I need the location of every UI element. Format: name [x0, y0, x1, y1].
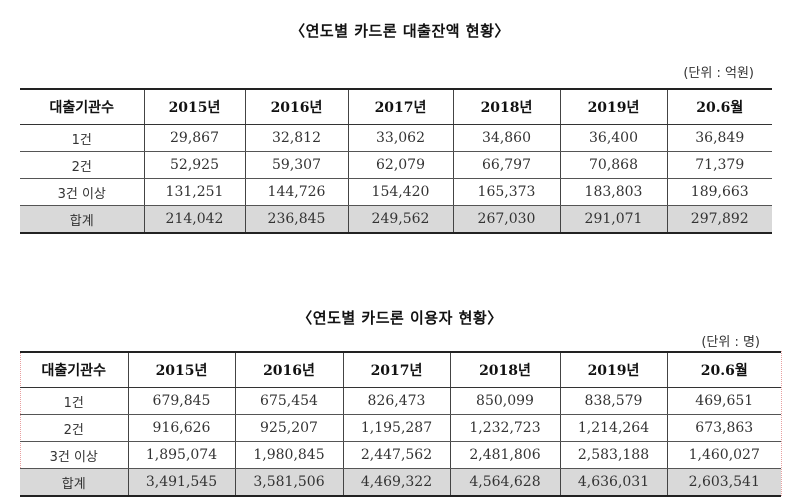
column-header: 대출기관수	[20, 89, 145, 125]
table-cell: 62,079	[347, 151, 454, 179]
total-row: 합계 3,491,545 3,581,506 4,469,322 4,564,6…	[20, 468, 781, 497]
table-cell: 29,867	[143, 124, 246, 152]
column-header: 2019년	[559, 89, 668, 125]
margin-guide-right	[781, 351, 782, 496]
table-cell: 1,195,287	[342, 414, 451, 442]
table-cell: 4,636,031	[559, 468, 668, 497]
table-row: 1건 29,867 32,812 33,062 34,860 36,400 36…	[20, 124, 772, 152]
table-cell: 70,868	[559, 151, 668, 179]
table-cell: 673,863	[666, 414, 781, 442]
table-cell: 4,469,322	[342, 468, 451, 497]
table-cell: 154,420	[347, 178, 454, 206]
table-cell: 2,447,562	[342, 441, 451, 469]
loan-balance-title: 〈연도별 카드론 대출잔액 현황〉	[290, 22, 510, 40]
table-cell: 2,481,806	[449, 441, 561, 469]
users-unit: (단위 : 명)	[701, 335, 760, 350]
table-row: 2건 52,925 59,307 62,079 66,797 70,868 71…	[20, 151, 772, 179]
table-cell: 469,651	[666, 387, 781, 415]
row-label: 3건 이상	[20, 178, 145, 206]
table-cell: 838,579	[559, 387, 668, 415]
table-cell: 1,460,027	[666, 441, 781, 469]
table-cell: 2,603,541	[666, 468, 781, 497]
column-header: 2017년	[342, 352, 451, 388]
table-cell: 1,980,845	[234, 441, 344, 469]
column-header: 20.6월	[666, 352, 781, 388]
table-cell: 52,925	[143, 151, 246, 179]
table-cell: 189,663	[666, 178, 772, 206]
table-cell: 679,845	[127, 387, 236, 415]
loan-balance-unit: (단위 : 억원)	[683, 66, 754, 81]
column-header: 2018년	[449, 352, 561, 388]
column-header: 2018년	[452, 89, 561, 125]
table-cell: 850,099	[449, 387, 561, 415]
table-cell: 291,071	[559, 205, 668, 234]
table-row: 3건 이상 131,251 144,726 154,420 165,373 18…	[20, 178, 772, 206]
table-cell: 3,581,506	[234, 468, 344, 497]
table-cell: 33,062	[347, 124, 454, 152]
column-header: 2015년	[143, 89, 246, 125]
table-cell: 183,803	[559, 178, 668, 206]
table-header-row: 대출기관수 2015년 2016년 2017년 2018년 2019년 20.6…	[20, 352, 781, 388]
table-cell: 165,373	[452, 178, 561, 206]
column-header: 2017년	[347, 89, 454, 125]
loan-balance-table: 대출기관수 2015년 2016년 2017년 2018년 2019년 20.6…	[20, 88, 772, 234]
table-cell: 3,491,545	[127, 468, 236, 497]
row-label: 2건	[20, 151, 145, 179]
table-cell: 4,564,628	[449, 468, 561, 497]
table-cell: 34,860	[452, 124, 561, 152]
column-header: 2016년	[234, 352, 344, 388]
table-cell: 1,895,074	[127, 441, 236, 469]
table-cell: 1,232,723	[449, 414, 561, 442]
table-cell: 144,726	[244, 178, 349, 206]
table-cell: 916,626	[127, 414, 236, 442]
table-row: 2건 916,626 925,207 1,195,287 1,232,723 1…	[20, 414, 781, 442]
row-label: 2건	[20, 414, 129, 442]
row-label: 1건	[20, 387, 129, 415]
table-row: 1건 679,845 675,454 826,473 850,099 838,5…	[20, 387, 781, 415]
table-cell: 925,207	[234, 414, 344, 442]
table-cell: 59,307	[244, 151, 349, 179]
column-header: 2019년	[559, 352, 668, 388]
row-label: 3건 이상	[20, 441, 129, 469]
table-cell: 267,030	[452, 205, 561, 234]
total-row: 합계 214,042 236,845 249,562 267,030 291,0…	[20, 205, 772, 234]
table-cell: 2,583,188	[559, 441, 668, 469]
users-title: 〈연도별 카드론 이용자 현황〉	[297, 309, 503, 327]
column-header: 대출기관수	[20, 352, 129, 388]
row-label: 합계	[20, 205, 145, 234]
table-cell: 66,797	[452, 151, 561, 179]
table-cell: 214,042	[143, 205, 246, 234]
table-header-row: 대출기관수 2015년 2016년 2017년 2018년 2019년 20.6…	[20, 89, 772, 125]
row-label: 1건	[20, 124, 145, 152]
row-label: 합계	[20, 468, 129, 497]
table-cell: 297,892	[666, 205, 772, 234]
table-cell: 36,400	[559, 124, 668, 152]
table-cell: 71,379	[666, 151, 772, 179]
table-cell: 826,473	[342, 387, 451, 415]
table-cell: 675,454	[234, 387, 344, 415]
column-header: 2015년	[127, 352, 236, 388]
table-cell: 1,214,264	[559, 414, 668, 442]
column-header: 2016년	[244, 89, 349, 125]
users-table: 대출기관수 2015년 2016년 2017년 2018년 2019년 20.6…	[20, 351, 781, 497]
table-cell: 249,562	[347, 205, 454, 234]
table-row: 3건 이상 1,895,074 1,980,845 2,447,562 2,48…	[20, 441, 781, 469]
table-cell: 36,849	[666, 124, 772, 152]
table-cell: 131,251	[143, 178, 246, 206]
column-header: 20.6월	[666, 89, 772, 125]
table-cell: 236,845	[244, 205, 349, 234]
table-cell: 32,812	[244, 124, 349, 152]
